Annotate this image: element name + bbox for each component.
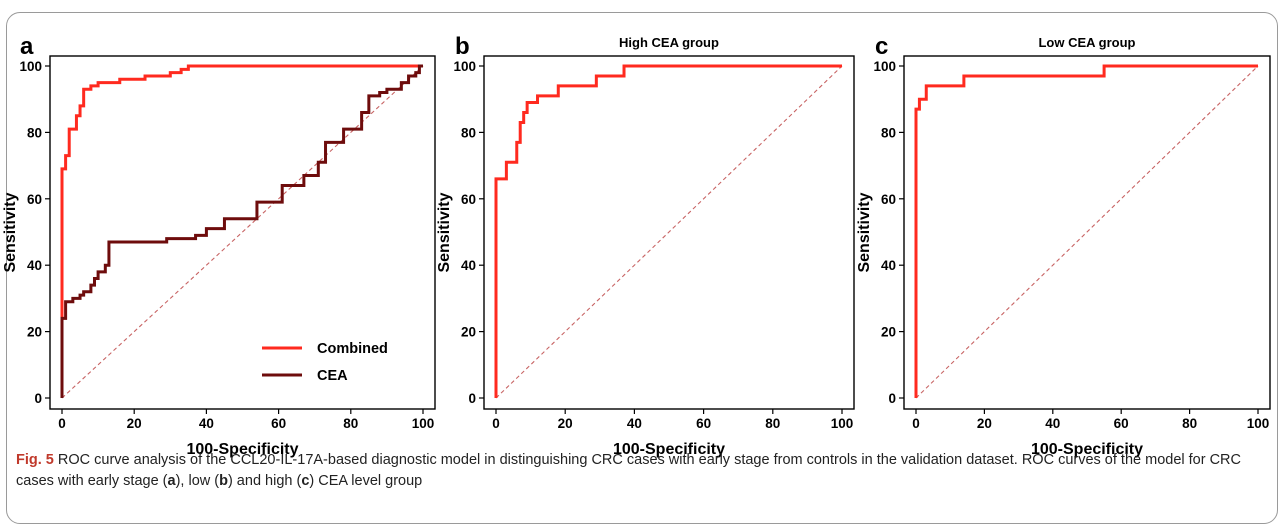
- caption-figure-label: Fig. 5: [16, 452, 54, 468]
- panel-b-reference-diagonal: [495, 65, 843, 399]
- panel-b-xtick-label: 20: [558, 416, 573, 431]
- panel-c-xtick-label: 60: [1114, 416, 1129, 431]
- panel-a-letter: a: [20, 33, 34, 60]
- panel-c-title: Low CEA group: [1038, 35, 1135, 50]
- panel-b-ylabel: Sensitivity: [436, 192, 453, 272]
- panel-b-plot-frame: [483, 55, 855, 410]
- panel-b-letter: b: [455, 33, 470, 60]
- panel-b-ytick-label: 100: [453, 59, 476, 74]
- panel-c-plot-frame: [903, 55, 1271, 410]
- panel-b-ytick-label: 80: [461, 125, 476, 140]
- panel-b-xlabel: 100-Specificity: [613, 441, 725, 458]
- panel-b-xtick-label: 80: [765, 416, 780, 431]
- panel-a-xtick-label: 100: [412, 416, 435, 431]
- panel-b-xtick-label: 0: [492, 416, 500, 431]
- panel-c-xtick-label: 40: [1045, 416, 1060, 431]
- panel-c-ytick-label: 80: [881, 125, 896, 140]
- panel-a-xtick-label: 60: [271, 416, 286, 431]
- panel-c-xlabel: 100-Specificity: [1031, 441, 1143, 458]
- panel-a-series-cea-line: [60, 64, 423, 398]
- panel-b-xtick-label: 40: [627, 416, 642, 431]
- panel-b-xtick-label: 60: [696, 416, 711, 431]
- panel-c-xtick-label: 0: [912, 416, 920, 431]
- caption-text-1: ROC curve analysis of the CCL20-IL-17A-b…: [16, 452, 1242, 489]
- caption-ref-b: b: [219, 473, 228, 489]
- panel-a-plot-frame: [49, 55, 436, 410]
- panel-a-xtick-label: 80: [343, 416, 358, 431]
- panel-c-ytick-label: 60: [881, 192, 896, 207]
- panel-c-xtick-label: 100: [1247, 416, 1270, 431]
- caption-text-4: ) CEA level group: [309, 473, 423, 489]
- panel-c-letter: c: [875, 33, 888, 60]
- panel-b-title: High CEA group: [619, 35, 719, 50]
- panel-c-ylabel: Sensitivity: [856, 192, 873, 272]
- panel-a-legend-label-combined: Combined: [317, 341, 388, 357]
- panel-a-ytick-label: 100: [19, 59, 42, 74]
- panel-a-xtick-label: 40: [199, 416, 214, 431]
- panel-a-ytick-label: 20: [27, 325, 42, 340]
- caption-text-3: ) and high (: [227, 473, 302, 489]
- panel-b-series-roc-line: [494, 64, 842, 398]
- caption-ref-c: c: [301, 473, 310, 489]
- panel-a-ytick-label: 80: [27, 125, 42, 140]
- caption-text-2: ), low (: [175, 473, 220, 489]
- panel-a-series-combined-line: [60, 64, 423, 398]
- panel-b-xtick-label: 100: [831, 416, 854, 431]
- panel-a-ylabel: Sensitivity: [2, 192, 19, 272]
- figure-frame: [6, 12, 1278, 524]
- panel-c-ytick-label: 0: [888, 391, 896, 406]
- panel-b-ytick-label: 20: [461, 325, 476, 340]
- panel-c-ytick-label: 100: [873, 59, 896, 74]
- panel-c-ytick-label: 20: [881, 325, 896, 340]
- panel-b-ytick-label: 60: [461, 192, 476, 207]
- panel-b-ytick-label: 40: [461, 258, 476, 273]
- panel-a-ytick-label: 0: [34, 391, 42, 406]
- panel-a-xlabel: 100-Specificity: [186, 441, 298, 458]
- panel-a-legend-label-cea: CEA: [317, 368, 348, 384]
- panel-a-xtick-label: 0: [58, 416, 66, 431]
- panel-a-ytick-label: 40: [27, 258, 42, 273]
- panel-c-reference-diagonal: [915, 65, 1259, 399]
- panel-c-xtick-label: 20: [977, 416, 992, 431]
- panel-b-ytick-label: 0: [468, 391, 476, 406]
- panel-c-xtick-label: 80: [1182, 416, 1197, 431]
- panel-c-series-roc-line: [914, 64, 1258, 398]
- panel-c-ytick-label: 40: [881, 258, 896, 273]
- panel-a-xtick-label: 20: [127, 416, 142, 431]
- figure-caption: Fig. 5 ROC curve analysis of the CCL20-I…: [16, 450, 1266, 492]
- caption-ref-a: a: [167, 473, 176, 489]
- panel-a-ytick-label: 60: [27, 192, 42, 207]
